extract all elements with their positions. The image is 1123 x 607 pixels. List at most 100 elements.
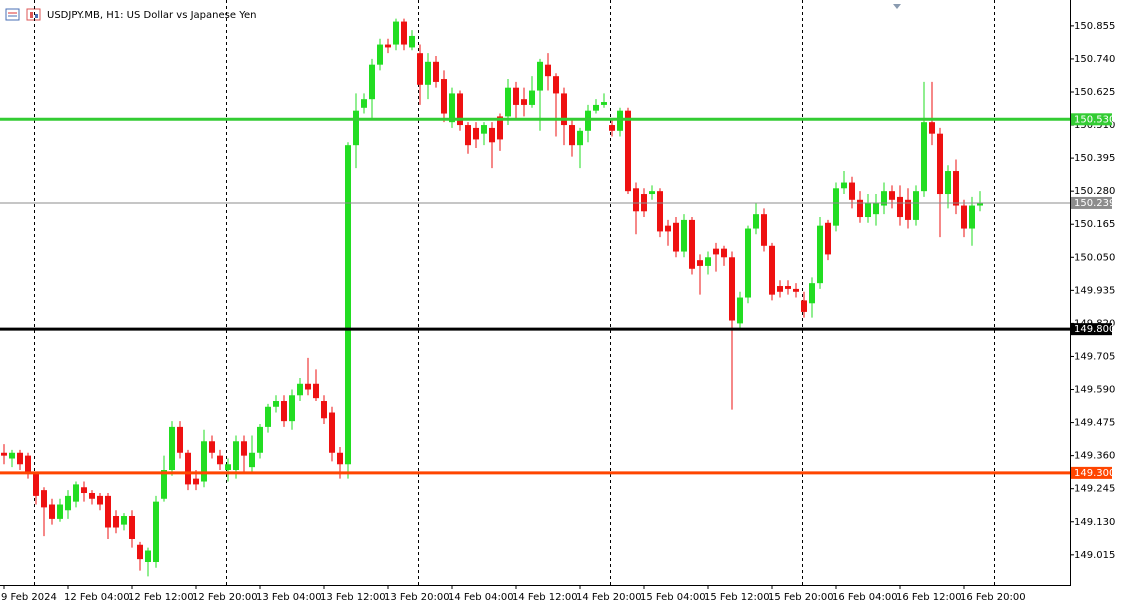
candle-body bbox=[473, 127, 479, 140]
candle-body bbox=[785, 286, 791, 289]
candle-body bbox=[961, 205, 967, 229]
candle-body bbox=[729, 257, 735, 321]
candle-body bbox=[377, 44, 383, 65]
y-tick-label: 149.015 bbox=[1074, 550, 1115, 561]
candle-body bbox=[793, 288, 799, 292]
candle-body bbox=[833, 188, 839, 226]
candle-body bbox=[545, 64, 551, 77]
y-tick-label: 149.705 bbox=[1074, 351, 1115, 362]
candle-body bbox=[17, 452, 23, 465]
candle-body bbox=[497, 116, 503, 140]
price-label: 150.530 bbox=[1074, 114, 1115, 125]
candle-body bbox=[361, 99, 367, 108]
candle-body bbox=[745, 228, 751, 298]
candle-body bbox=[201, 441, 207, 482]
x-tick-label: 16 Feb 04:00 bbox=[832, 592, 898, 603]
candle-body bbox=[321, 401, 327, 419]
y-tick-label: 150.855 bbox=[1074, 21, 1115, 32]
candle-body bbox=[313, 383, 319, 399]
candle-body bbox=[905, 199, 911, 220]
candle-body bbox=[281, 401, 287, 422]
candle-body bbox=[225, 464, 231, 471]
candle-body bbox=[889, 191, 895, 200]
candle-body bbox=[849, 182, 855, 200]
candle-body bbox=[273, 401, 279, 407]
candle-body bbox=[449, 93, 455, 123]
candle-body bbox=[697, 260, 703, 266]
x-tick-label: 13 Feb 04:00 bbox=[256, 592, 322, 603]
candle-body bbox=[369, 64, 375, 100]
candle-body bbox=[489, 127, 495, 143]
candle-body bbox=[953, 171, 959, 206]
candle-body bbox=[465, 125, 471, 146]
candle-body bbox=[81, 487, 87, 494]
candle-body bbox=[65, 495, 71, 511]
y-tick-label: 149.590 bbox=[1074, 385, 1115, 396]
candle-body bbox=[689, 219, 695, 269]
candle-body bbox=[49, 504, 55, 519]
icon-chart bbox=[26, 8, 41, 21]
price-label-box bbox=[1071, 323, 1112, 336]
candle-body bbox=[609, 125, 615, 131]
candle-body bbox=[177, 426, 183, 453]
candle-body bbox=[241, 441, 247, 456]
candle-body bbox=[753, 214, 759, 229]
candle-body bbox=[705, 257, 711, 266]
candle-body bbox=[801, 300, 807, 312]
candle-body bbox=[841, 182, 847, 189]
candle-body bbox=[153, 501, 159, 563]
candle-body bbox=[33, 472, 39, 496]
x-tick-label: 12 Feb 04:00 bbox=[64, 592, 130, 603]
candle-body bbox=[481, 125, 487, 134]
chart-title: USDJPY.MB, H1: US Dollar vs Japanese Yen bbox=[47, 10, 256, 21]
icon-list bbox=[5, 8, 20, 21]
candle-body bbox=[121, 516, 127, 525]
candle-body bbox=[89, 493, 95, 499]
candle-body bbox=[457, 93, 463, 126]
candle-body bbox=[41, 490, 47, 508]
y-tick-label: 149.475 bbox=[1074, 418, 1115, 429]
candle-body bbox=[929, 122, 935, 134]
price-label: 149.800 bbox=[1074, 324, 1115, 335]
icon-bar bbox=[35, 14, 38, 18]
candle-body bbox=[193, 478, 199, 485]
candle-body bbox=[233, 441, 239, 471]
candle-body bbox=[73, 484, 79, 502]
candle-body bbox=[561, 93, 567, 126]
candle-body bbox=[209, 441, 215, 453]
candle-body bbox=[569, 125, 575, 146]
candle-body bbox=[433, 61, 439, 82]
x-tick-label: 13 Feb 12:00 bbox=[320, 592, 386, 603]
x-tick-label: 12 Feb 12:00 bbox=[128, 592, 194, 603]
candle-body bbox=[977, 202, 983, 206]
candle-body bbox=[865, 202, 871, 218]
candle-body bbox=[105, 495, 111, 528]
candle-body bbox=[601, 102, 607, 105]
candle-body bbox=[737, 297, 743, 324]
candle-body bbox=[217, 455, 223, 465]
y-tick-label: 150.280 bbox=[1074, 186, 1115, 197]
price-label: 150.239 bbox=[1074, 198, 1115, 209]
candle-body bbox=[817, 225, 823, 284]
candle-body bbox=[145, 550, 151, 563]
candle-body bbox=[673, 222, 679, 252]
candle-body bbox=[665, 225, 671, 232]
candle-body bbox=[337, 452, 343, 465]
candle-body bbox=[537, 61, 543, 91]
x-tick-label: 16 Feb 20:00 bbox=[960, 592, 1026, 603]
candle-body bbox=[713, 248, 719, 255]
x-tick-label: 15 Feb 20:00 bbox=[768, 592, 834, 603]
candle-body bbox=[633, 188, 639, 212]
candle-body bbox=[425, 61, 431, 85]
x-tick-label: 12 Feb 20:00 bbox=[192, 592, 258, 603]
candle-body bbox=[505, 87, 511, 117]
candle-body bbox=[649, 191, 655, 195]
x-tick-label: 15 Feb 04:00 bbox=[640, 592, 706, 603]
candle-body bbox=[409, 35, 415, 48]
y-tick-label: 149.130 bbox=[1074, 517, 1115, 528]
candle-body bbox=[161, 470, 167, 499]
price-label-box bbox=[1071, 466, 1112, 479]
candle-body bbox=[593, 104, 599, 111]
